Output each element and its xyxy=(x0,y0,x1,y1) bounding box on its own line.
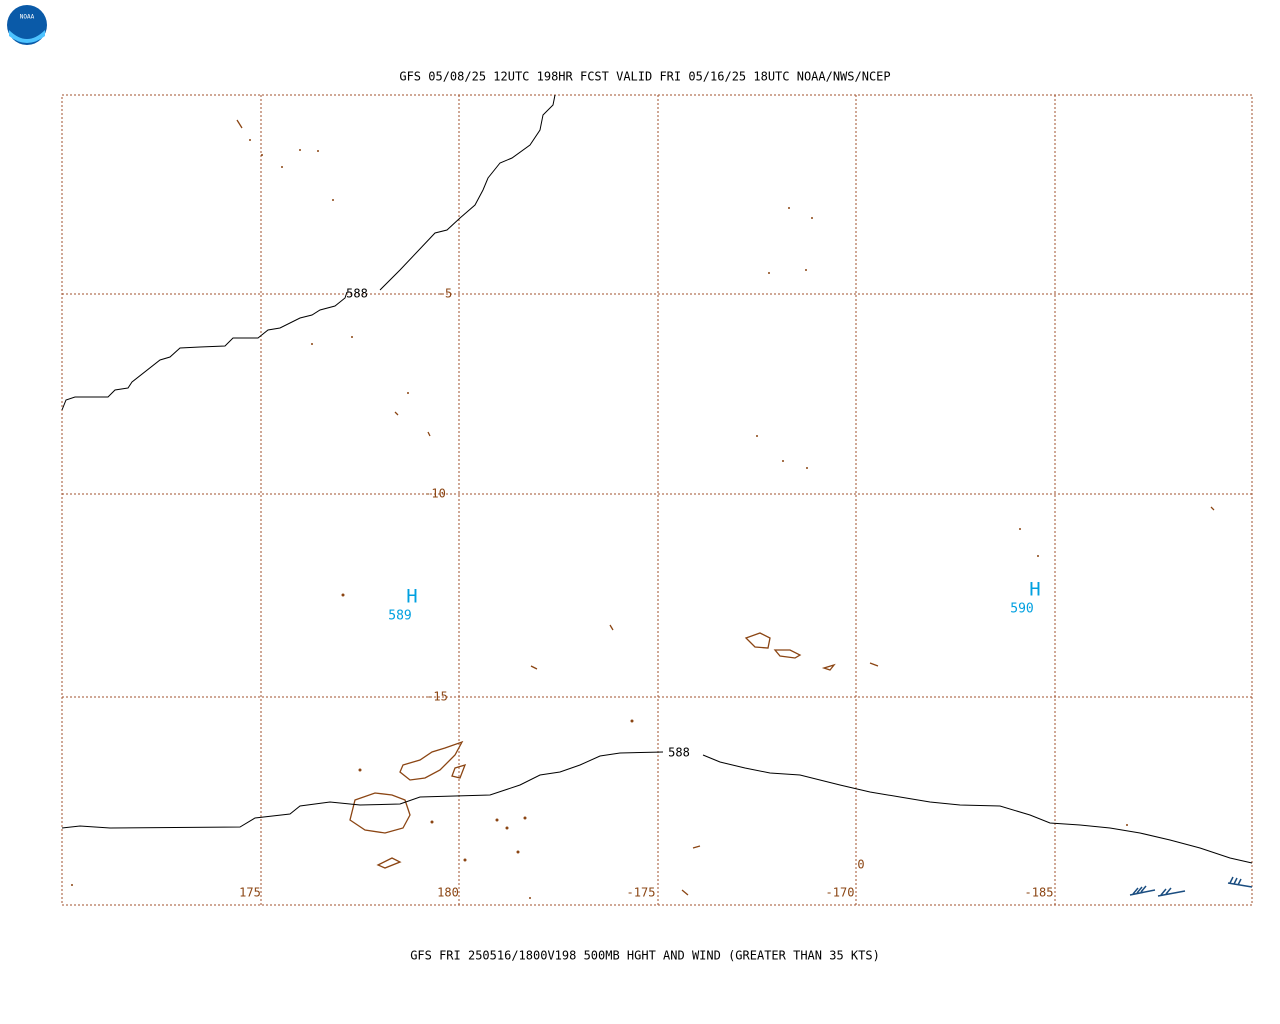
map-title: GFS 05/08/25 12UTC 198HR FCST VALID FRI … xyxy=(399,70,890,84)
island xyxy=(399,740,464,781)
graticule xyxy=(61,94,1253,906)
islet xyxy=(1037,555,1039,557)
contour-label: 588 xyxy=(346,287,368,301)
island xyxy=(744,632,771,649)
logo-text: NOAA xyxy=(20,14,35,21)
islets xyxy=(71,139,1128,899)
lon-label: -175 xyxy=(627,886,656,900)
island xyxy=(376,857,402,869)
islet xyxy=(311,343,313,345)
lon-label: 180 xyxy=(437,886,459,900)
island xyxy=(236,119,1215,896)
wind-barbs xyxy=(1129,876,1253,897)
islet xyxy=(811,217,813,219)
islet xyxy=(341,593,345,597)
islet xyxy=(299,149,301,151)
islet xyxy=(630,719,634,723)
islet xyxy=(768,272,770,274)
islands xyxy=(71,119,1215,899)
islet xyxy=(516,850,520,854)
island xyxy=(349,792,411,834)
islet xyxy=(806,467,808,469)
islet xyxy=(430,820,434,824)
contour-line xyxy=(61,291,348,411)
contour-line xyxy=(379,94,556,291)
contours: 588 588 xyxy=(61,94,1253,864)
islet xyxy=(1019,528,1021,530)
islet xyxy=(249,139,251,141)
wind-barb xyxy=(1227,876,1253,888)
islet xyxy=(71,884,73,886)
high-symbol: H xyxy=(406,586,417,608)
islet xyxy=(351,336,353,338)
islet xyxy=(529,897,531,899)
map-frame xyxy=(61,94,1253,906)
islet xyxy=(805,269,807,271)
logo-wave xyxy=(9,30,45,43)
lat-label: -10 xyxy=(424,487,446,501)
islet xyxy=(358,768,362,772)
islet xyxy=(782,460,784,462)
lon-label: 175 xyxy=(239,886,261,900)
island xyxy=(773,649,802,659)
islet xyxy=(495,818,499,822)
islet xyxy=(407,392,409,394)
lat-labels: -5 -10 -15 xyxy=(424,287,452,704)
high-value: 590 xyxy=(1010,602,1033,617)
logo-ring xyxy=(7,5,47,45)
wind-barb xyxy=(1129,885,1156,896)
logo: NOAA xyxy=(7,5,47,45)
wind-barb xyxy=(1157,887,1186,897)
lon-label: -185 xyxy=(1025,886,1054,900)
islet xyxy=(281,166,283,168)
island xyxy=(451,763,467,779)
lat-label: -15 xyxy=(426,690,448,704)
contour-line xyxy=(61,751,664,829)
lat-label: -5 xyxy=(438,287,452,301)
lon-label: -170 xyxy=(826,886,855,900)
map-caption: GFS FRI 250516/1800V198 500MB HGHT AND W… xyxy=(410,949,880,963)
lon-labels: 175 180 -175 -170 -185 0 xyxy=(239,858,1053,900)
islet xyxy=(261,154,263,156)
high-symbol: H xyxy=(1029,579,1040,601)
islet xyxy=(505,826,509,830)
contour-label: 588 xyxy=(668,746,690,760)
islet xyxy=(332,199,334,201)
islet xyxy=(1126,824,1128,826)
islet xyxy=(317,150,319,152)
high-value: 589 xyxy=(388,609,411,624)
islet xyxy=(756,435,758,437)
highs: H 589 H 590 xyxy=(388,579,1040,624)
islet xyxy=(788,207,790,209)
extra-label: 0 xyxy=(857,858,864,872)
islet xyxy=(463,858,467,862)
contour-line xyxy=(702,754,1253,864)
islet xyxy=(523,816,527,820)
